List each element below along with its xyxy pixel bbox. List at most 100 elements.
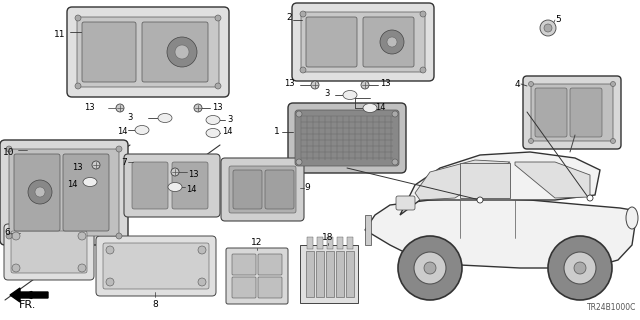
FancyBboxPatch shape: [229, 166, 296, 213]
FancyBboxPatch shape: [288, 103, 406, 173]
Text: TR24B1000C: TR24B1000C: [587, 303, 636, 312]
Text: 13: 13: [72, 163, 83, 172]
Circle shape: [75, 15, 81, 21]
Bar: [306, 251, 314, 297]
FancyBboxPatch shape: [396, 196, 415, 210]
Circle shape: [398, 236, 462, 300]
Circle shape: [116, 146, 122, 152]
Text: 13: 13: [188, 170, 198, 179]
Circle shape: [35, 187, 45, 197]
Circle shape: [529, 82, 534, 86]
Text: 8: 8: [152, 300, 158, 309]
Circle shape: [6, 233, 12, 239]
FancyBboxPatch shape: [77, 17, 219, 87]
Circle shape: [116, 233, 122, 239]
Bar: [317, 237, 323, 249]
FancyArrow shape: [10, 288, 48, 302]
Circle shape: [529, 139, 534, 143]
Circle shape: [311, 81, 319, 89]
Text: 11: 11: [54, 30, 65, 39]
Text: 3: 3: [127, 113, 133, 122]
Circle shape: [300, 67, 306, 73]
FancyBboxPatch shape: [226, 248, 288, 304]
Circle shape: [420, 11, 426, 17]
Ellipse shape: [158, 114, 172, 123]
Text: 13: 13: [84, 102, 95, 111]
Text: 6: 6: [4, 228, 10, 237]
Circle shape: [116, 104, 124, 112]
Ellipse shape: [363, 103, 377, 113]
Circle shape: [564, 252, 596, 284]
Circle shape: [300, 11, 306, 17]
Ellipse shape: [135, 125, 149, 134]
Text: 13: 13: [380, 79, 390, 89]
Circle shape: [420, 67, 426, 73]
Text: 9: 9: [304, 183, 310, 193]
Ellipse shape: [626, 207, 638, 229]
Circle shape: [296, 111, 302, 117]
Ellipse shape: [83, 178, 97, 187]
Bar: [346, 251, 354, 297]
Text: 14: 14: [67, 180, 78, 189]
Circle shape: [548, 236, 612, 300]
Circle shape: [171, 168, 179, 176]
FancyBboxPatch shape: [258, 254, 282, 275]
Circle shape: [392, 111, 398, 117]
Circle shape: [424, 262, 436, 274]
Text: 2: 2: [286, 13, 292, 22]
Circle shape: [198, 246, 206, 254]
Circle shape: [75, 83, 81, 89]
Circle shape: [167, 37, 197, 67]
Circle shape: [106, 278, 114, 286]
FancyBboxPatch shape: [233, 170, 262, 209]
Ellipse shape: [206, 116, 220, 124]
FancyBboxPatch shape: [124, 154, 220, 217]
Circle shape: [12, 264, 20, 272]
Bar: [316, 251, 324, 297]
Text: 4: 4: [515, 80, 520, 89]
Circle shape: [215, 83, 221, 89]
Ellipse shape: [343, 91, 357, 100]
Circle shape: [361, 81, 369, 89]
Circle shape: [215, 15, 221, 21]
Text: 1: 1: [275, 127, 280, 137]
FancyBboxPatch shape: [63, 154, 109, 231]
Polygon shape: [415, 160, 510, 200]
Bar: [326, 251, 334, 297]
FancyBboxPatch shape: [306, 17, 357, 67]
FancyBboxPatch shape: [67, 7, 229, 97]
Polygon shape: [400, 152, 600, 215]
Circle shape: [611, 82, 616, 86]
Bar: [336, 251, 344, 297]
Circle shape: [194, 104, 202, 112]
Circle shape: [78, 264, 86, 272]
FancyBboxPatch shape: [96, 236, 216, 296]
Text: 7: 7: [121, 158, 127, 167]
Text: 14: 14: [375, 102, 385, 111]
FancyBboxPatch shape: [4, 224, 94, 280]
Text: 3: 3: [324, 90, 330, 99]
Text: 13: 13: [212, 102, 223, 111]
Circle shape: [414, 252, 446, 284]
FancyBboxPatch shape: [132, 162, 168, 209]
Text: 3: 3: [227, 115, 232, 124]
Bar: [337, 237, 343, 249]
FancyBboxPatch shape: [295, 110, 399, 166]
Circle shape: [296, 159, 302, 165]
Bar: [307, 237, 313, 249]
FancyBboxPatch shape: [172, 162, 208, 209]
FancyBboxPatch shape: [232, 254, 256, 275]
FancyBboxPatch shape: [301, 12, 425, 72]
FancyBboxPatch shape: [258, 277, 282, 298]
Circle shape: [6, 146, 12, 152]
Circle shape: [544, 24, 552, 32]
FancyBboxPatch shape: [535, 88, 567, 137]
FancyBboxPatch shape: [531, 84, 613, 141]
FancyBboxPatch shape: [142, 22, 208, 82]
FancyBboxPatch shape: [221, 158, 304, 221]
Bar: [327, 237, 333, 249]
FancyBboxPatch shape: [292, 3, 434, 81]
Circle shape: [198, 278, 206, 286]
Circle shape: [92, 161, 100, 169]
Polygon shape: [460, 163, 510, 198]
